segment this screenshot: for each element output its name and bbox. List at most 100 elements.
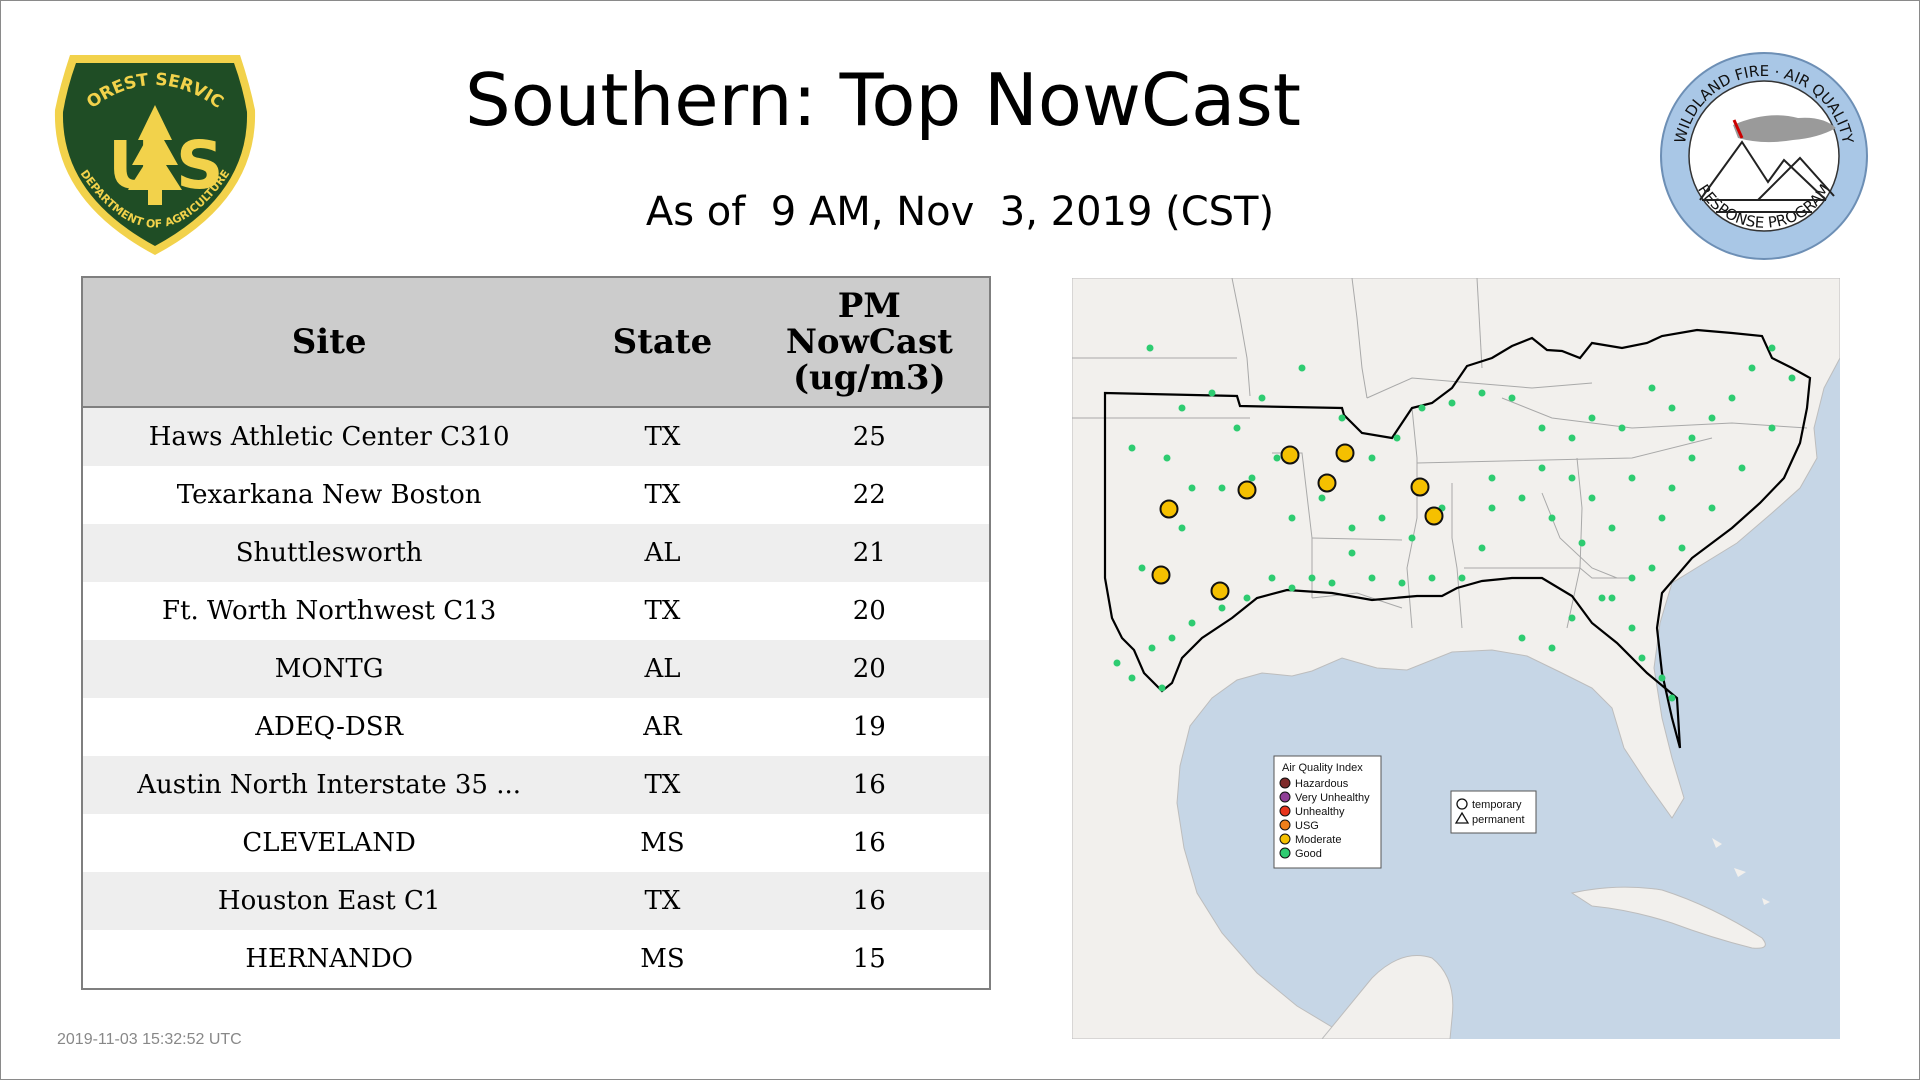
table-row: CLEVELAND MS 16	[82, 814, 990, 872]
moderate-monitor-marker	[1151, 565, 1171, 585]
good-monitor-marker	[1328, 579, 1336, 587]
good-monitor-marker	[1348, 549, 1356, 557]
good-monitor-marker	[1248, 474, 1256, 482]
site-cell: Shuttlesworth	[82, 524, 576, 582]
value-cell: 19	[749, 698, 990, 756]
good-monitor-marker	[1448, 399, 1456, 407]
moderate-monitor-marker	[1159, 499, 1179, 519]
moderate-monitor-marker	[1237, 480, 1257, 500]
good-monitor-marker	[1128, 674, 1136, 682]
land-yucatan	[1321, 955, 1454, 1039]
good-monitor-marker	[1348, 524, 1356, 532]
good-monitor-marker	[1618, 424, 1626, 432]
table-row: Texarkana New Boston TX 22	[82, 466, 990, 524]
good-monitor-marker	[1708, 414, 1716, 422]
good-monitor-marker	[1188, 619, 1196, 627]
legend-label: Hazardous	[1295, 778, 1349, 790]
land-islands	[1712, 838, 1770, 905]
good-monitor-marker	[1208, 389, 1216, 397]
moderate-monitor-marker	[1317, 473, 1337, 493]
legend-swatch	[1279, 805, 1291, 817]
state-cell: TX	[575, 582, 750, 640]
good-monitor-marker	[1273, 454, 1281, 462]
table-header-row: Site State PM NowCast (ug/m3)	[82, 277, 990, 408]
legend-label: Moderate	[1295, 834, 1341, 846]
good-monitor-marker	[1146, 344, 1154, 352]
good-monitor-marker	[1508, 394, 1516, 402]
top-nowcast-table: Site State PM NowCast (ug/m3) Haws Athle…	[81, 276, 991, 990]
legend-swatch	[1279, 819, 1291, 831]
good-monitor-marker	[1178, 404, 1186, 412]
good-monitor-marker	[1113, 659, 1121, 667]
good-monitor-marker	[1138, 564, 1146, 572]
table-row: Houston East C1 TX 16	[82, 872, 990, 930]
legend-label: Good	[1295, 848, 1322, 860]
legend-swatch	[1279, 791, 1291, 803]
site-cell: MONTG	[82, 640, 576, 698]
aqi-monitor-map: Air Quality Index Hazardous Very Unhealth…	[1072, 278, 1840, 1039]
good-monitor-marker	[1368, 574, 1376, 582]
good-monitor-marker	[1488, 474, 1496, 482]
pm-nowcast-column-header: PM NowCast (ug/m3)	[749, 277, 990, 408]
good-monitor-marker	[1458, 574, 1466, 582]
good-monitor-marker	[1288, 584, 1296, 592]
value-cell: 15	[749, 930, 990, 989]
table-row: Austin North Interstate 35 ... TX 16	[82, 756, 990, 814]
good-monitor-marker	[1568, 474, 1576, 482]
state-cell: MS	[575, 930, 750, 989]
good-monitor-marker	[1768, 424, 1776, 432]
good-monitor-marker	[1738, 464, 1746, 472]
good-monitor-marker	[1148, 644, 1156, 652]
good-monitor-marker	[1588, 414, 1596, 422]
good-monitor-marker	[1578, 539, 1586, 547]
good-monitor-marker	[1748, 364, 1756, 372]
good-monitor-marker	[1608, 594, 1616, 602]
good-monitor-marker	[1218, 604, 1226, 612]
value-cell: 25	[749, 407, 990, 466]
good-monitor-marker	[1158, 684, 1166, 692]
good-monitor-marker	[1163, 454, 1171, 462]
good-monitor-marker	[1488, 504, 1496, 512]
pm-header-line-2: NowCast	[785, 322, 953, 362]
site-cell: Haws Athletic Center C310	[82, 407, 576, 466]
good-monitor-marker	[1548, 644, 1556, 652]
state-cell: AL	[575, 524, 750, 582]
site-cell: HERNANDO	[82, 930, 576, 989]
table-row: MONTG AL 20	[82, 640, 990, 698]
good-monitor-marker	[1418, 404, 1426, 412]
good-monitor-marker	[1478, 389, 1486, 397]
good-monitor-marker	[1398, 579, 1406, 587]
site-cell: Ft. Worth Northwest C13	[82, 582, 576, 640]
good-monitor-marker	[1668, 694, 1676, 702]
good-monitor-marker	[1268, 574, 1276, 582]
land-cuba	[1570, 886, 1766, 949]
permanent-triangle-icon	[1454, 811, 1470, 824]
pm-header-line-3: (ug/m3)	[792, 358, 946, 398]
moderate-monitors	[1151, 443, 1444, 601]
good-monitor-marker	[1298, 364, 1306, 372]
good-monitor-marker	[1658, 674, 1666, 682]
value-cell: 16	[749, 872, 990, 930]
moderate-monitor-marker	[1335, 443, 1355, 463]
pm-header-line-1: PM	[837, 286, 901, 326]
good-monitor-marker	[1598, 594, 1606, 602]
aqi-legend: Air Quality Index Hazardous Very Unhealth…	[1273, 755, 1382, 869]
good-monitor-marker	[1243, 594, 1251, 602]
good-monitor-marker	[1428, 574, 1436, 582]
good-monitor-marker	[1518, 494, 1526, 502]
value-cell: 22	[749, 466, 990, 524]
legend-swatch	[1279, 833, 1291, 845]
good-monitor-marker	[1478, 544, 1486, 552]
temporary-circle-icon	[1456, 798, 1468, 810]
good-monitor-marker	[1408, 534, 1416, 542]
good-monitor-marker	[1368, 454, 1376, 462]
state-cell: MS	[575, 814, 750, 872]
good-monitor-marker	[1128, 444, 1136, 452]
good-monitor-marker	[1768, 344, 1776, 352]
good-monitor-marker	[1608, 524, 1616, 532]
value-cell: 20	[749, 582, 990, 640]
good-monitor-marker	[1788, 374, 1796, 382]
good-monitor-marker	[1178, 524, 1186, 532]
good-monitor-marker	[1288, 514, 1296, 522]
good-monitor-marker	[1588, 494, 1596, 502]
